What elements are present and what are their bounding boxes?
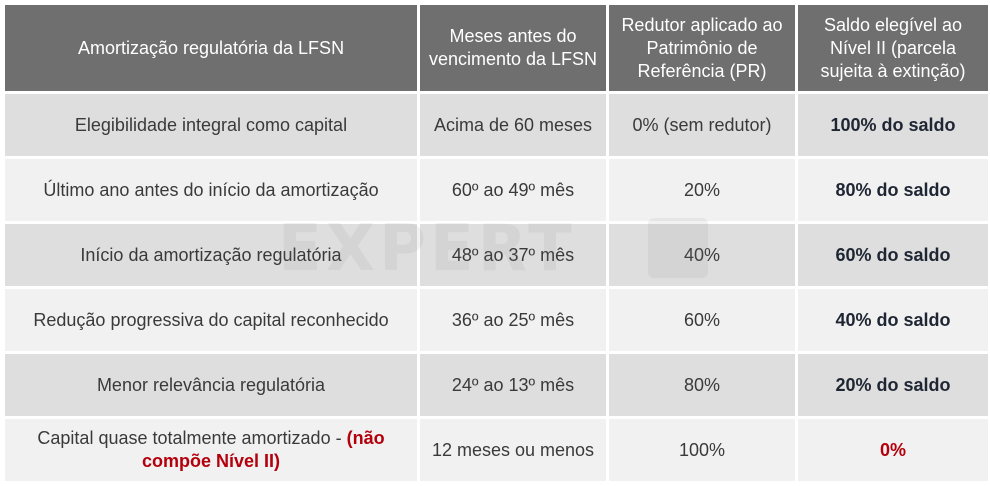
fase-text: Capital quase totalmente amortizado - xyxy=(37,428,347,448)
cell-fase: Elegibilidade integral como capital xyxy=(5,94,417,156)
cell-saldo: 20% do saldo xyxy=(798,354,988,416)
cell-saldo: 0% xyxy=(798,419,988,481)
cell-fase: Capital quase totalmente amortizado - (n… xyxy=(5,419,417,481)
cell-saldo: 80% do saldo xyxy=(798,159,988,221)
cell-redutor: 20% xyxy=(609,159,795,221)
header-saldo: Saldo elegível ao Nível II (parcela suje… xyxy=(798,5,988,91)
table-row: Capital quase totalmente amortizado - (n… xyxy=(5,419,988,481)
table-row: Elegibilidade integral como capital Acim… xyxy=(5,94,988,156)
header-redutor: Redutor aplicado ao Patrimônio de Referê… xyxy=(609,5,795,91)
cell-redutor: 100% xyxy=(609,419,795,481)
cell-meses: Acima de 60 meses xyxy=(420,94,606,156)
header-row: Amortização regulatória da LFSN Meses an… xyxy=(5,5,988,91)
fase-alert-text: (não compõe Nível II) xyxy=(141,428,385,471)
cell-meses: 36º ao 25º mês xyxy=(420,289,606,351)
cell-meses: 12 meses ou menos xyxy=(420,419,606,481)
cell-redutor: 0% (sem redutor) xyxy=(609,94,795,156)
cell-saldo: 60% do saldo xyxy=(798,224,988,286)
cell-redutor: 60% xyxy=(609,289,795,351)
cell-meses: 60º ao 49º mês xyxy=(420,159,606,221)
header-fase: Amortização regulatória da LFSN xyxy=(5,5,417,91)
cell-saldo: 100% do saldo xyxy=(798,94,988,156)
cell-redutor: 80% xyxy=(609,354,795,416)
cell-redutor: 40% xyxy=(609,224,795,286)
cell-fase: Início da amortização regulatória xyxy=(5,224,417,286)
cell-fase: Último ano antes do início da amortizaçã… xyxy=(5,159,417,221)
table-row: Último ano antes do início da amortizaçã… xyxy=(5,159,988,221)
header-meses: Meses antes do vencimento da LFSN xyxy=(420,5,606,91)
cell-meses: 48º ao 37º mês xyxy=(420,224,606,286)
cell-saldo: 40% do saldo xyxy=(798,289,988,351)
cell-fase: Redução progressiva do capital reconheci… xyxy=(5,289,417,351)
table-row: Início da amortização regulatória 48º ao… xyxy=(5,224,988,286)
table-row: Menor relevância regulatória 24º ao 13º … xyxy=(5,354,988,416)
cell-meses: 24º ao 13º mês xyxy=(420,354,606,416)
table-row: Redução progressiva do capital reconheci… xyxy=(5,289,988,351)
cell-fase: Menor relevância regulatória xyxy=(5,354,417,416)
